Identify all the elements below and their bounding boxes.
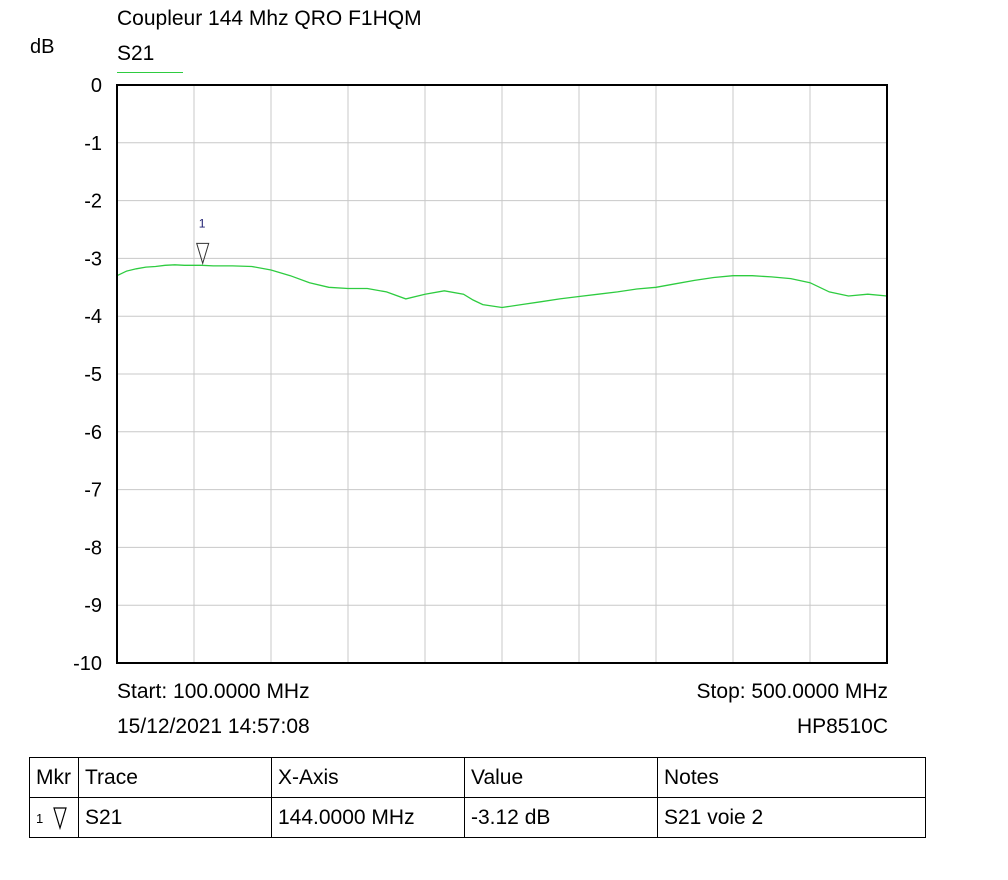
y-axis-unit: dB — [30, 36, 55, 58]
header-mkr: Mkr — [29, 757, 79, 798]
cell-notes: S21 voie 2 — [657, 797, 926, 838]
stop-frequency: Stop: 500.0000 MHz — [696, 680, 888, 703]
y-tick-label: -2 — [84, 191, 102, 213]
marker-label: 1 — [199, 216, 206, 230]
start-frequency: Start: 100.0000 MHz — [117, 680, 310, 703]
y-tick-label: -10 — [73, 653, 102, 675]
legend-trace-name: S21 — [117, 42, 155, 65]
series-line-s21 — [116, 264, 888, 309]
y-tick-label: -3 — [84, 248, 102, 270]
header-x-axis: X-Axis — [271, 757, 465, 798]
y-tick-label: -6 — [84, 422, 102, 444]
marker-triangle-icon — [53, 807, 67, 830]
y-tick-label: -1 — [84, 133, 102, 155]
chart-svg: 0 -1 -2 -3 -4 -5 -6 -7 -8 -9 -10 1 — [73, 75, 888, 675]
marker-number: 1 — [36, 811, 44, 827]
marker-triangle — [196, 242, 210, 266]
marker-table-header: Mkr Trace X-Axis Value Notes — [29, 757, 926, 798]
cell-value: -3.12 dB — [464, 797, 658, 838]
y-tick-label: -8 — [84, 537, 102, 559]
cell-x-axis: 144.0000 MHz — [271, 797, 465, 838]
y-tick-label: -4 — [84, 306, 102, 328]
y-tick-label: -9 — [84, 595, 102, 617]
plot-frame — [116, 84, 888, 664]
y-tick-label: -7 — [84, 480, 102, 502]
header-notes: Notes — [657, 757, 926, 798]
marker-table: Mkr Trace X-Axis Value Notes 1 S21 144.0… — [29, 757, 926, 838]
marker-layer: 1 — [196, 216, 210, 266]
grid — [117, 85, 887, 663]
instrument-name: HP8510C — [796, 715, 888, 738]
table-row: 1 S21 144.0000 MHz -3.12 dB S21 voie 2 — [29, 797, 926, 838]
timestamp: 15/12/2021 14:57:08 — [117, 715, 310, 738]
y-tick-label: 0 — [91, 75, 102, 97]
y-tick-labels: 0 -1 -2 -3 -4 -5 -6 -7 -8 -9 -10 — [73, 75, 102, 675]
legend-trace-line — [117, 72, 183, 73]
trace-layer — [116, 264, 888, 309]
y-tick-label: -5 — [84, 364, 102, 386]
chart-title: Coupleur 144 Mhz QRO F1HQM — [117, 7, 422, 30]
header-value: Value — [464, 757, 658, 798]
header-trace: Trace — [78, 757, 272, 798]
cell-trace: S21 — [78, 797, 272, 838]
cell-mkr: 1 — [29, 797, 79, 838]
